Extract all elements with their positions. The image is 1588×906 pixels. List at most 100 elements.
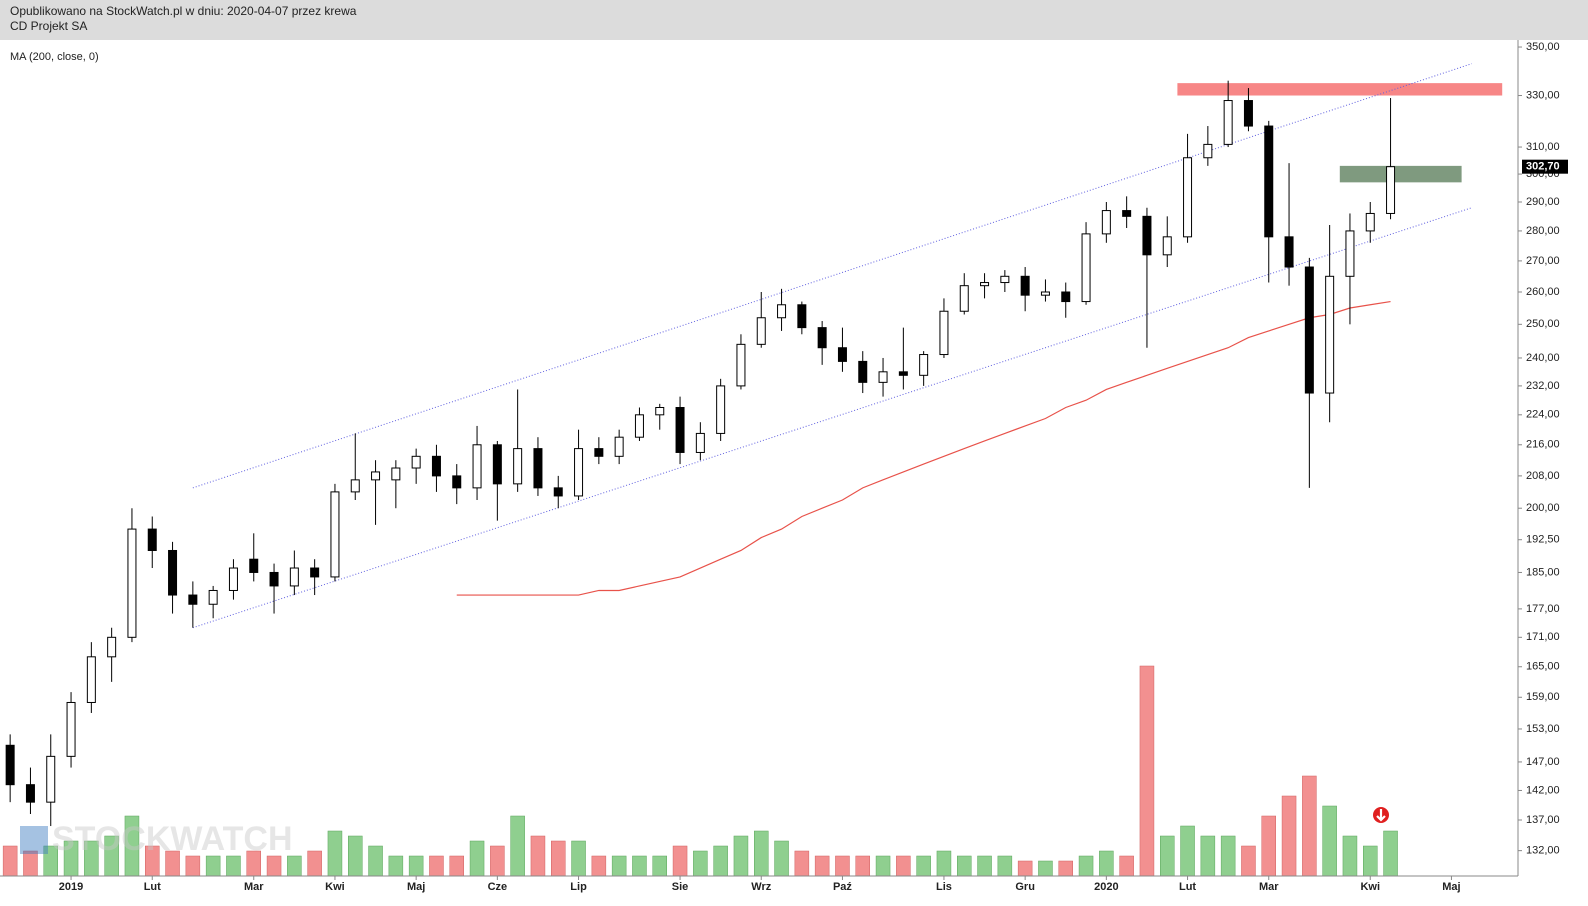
volume-bar [977, 855, 992, 877]
candle-body [553, 487, 563, 497]
candle-body [817, 327, 827, 349]
candle-body [655, 406, 665, 416]
x-tick-label: Kwi [1360, 881, 1380, 893]
candle-body [1162, 236, 1172, 256]
y-tick-label: 260,00 [1526, 286, 1560, 298]
volume-bar [388, 855, 404, 877]
candle-body [1345, 230, 1355, 277]
candle-body [289, 567, 299, 587]
y-tick-label: 290,00 [1526, 196, 1560, 208]
title: CD Projekt SA [10, 19, 87, 33]
watermark-icon [20, 826, 48, 854]
candle-body [939, 310, 949, 356]
y-tick-label: 200,00 [1526, 502, 1560, 514]
x-tick-label: Sie [672, 881, 689, 893]
candle-body [533, 448, 543, 489]
y-tick-label: 216,00 [1526, 439, 1560, 451]
volume-bar [672, 845, 688, 877]
candle-body [391, 467, 401, 481]
y-tick-label: 350,00 [1526, 41, 1560, 53]
volume-bar [408, 855, 424, 877]
volume-bar [530, 835, 546, 877]
candle-body [330, 491, 340, 578]
last-price-box [1522, 159, 1568, 174]
volume-bar [1038, 860, 1053, 877]
watermark: STOCKWATCH [20, 820, 293, 858]
volume-bar [551, 840, 566, 877]
y-tick-label: 137,00 [1526, 814, 1560, 826]
candle-body [452, 475, 462, 489]
candle-body [574, 448, 584, 497]
volume-bar [348, 835, 363, 877]
volume-bar [368, 845, 383, 877]
candle-body [1081, 233, 1091, 303]
candle-body [980, 282, 990, 287]
candle-body [46, 755, 56, 803]
x-tick-label: Paź [833, 881, 852, 893]
y-tick-label: 232,00 [1526, 380, 1560, 392]
candle-body [797, 304, 807, 329]
candle-body [127, 528, 137, 638]
y-tick-label: 224,00 [1526, 409, 1560, 421]
x-tick-label: Kwi [325, 881, 345, 893]
volume-bar [591, 855, 607, 877]
plot [2, 63, 1503, 877]
volume-bar [327, 830, 343, 877]
channel-line [192, 63, 1472, 489]
volume-bar [835, 855, 850, 877]
candle-body [919, 354, 929, 376]
candle-body [513, 448, 523, 485]
volume-bar [1281, 795, 1297, 877]
header-band [0, 0, 1588, 40]
candle-body [472, 444, 482, 489]
candle-body [716, 385, 726, 434]
candle-body [878, 371, 888, 383]
candle-body [269, 571, 279, 587]
volume-bar [1200, 835, 1216, 877]
y-tick-label: 250,00 [1526, 318, 1560, 330]
candle-body [695, 432, 705, 453]
candle-body [1020, 275, 1030, 296]
volume-bar [1180, 825, 1195, 877]
y-tick-label: 270,00 [1526, 255, 1560, 267]
volume-bar [794, 850, 810, 877]
volume-bar [997, 855, 1013, 877]
volume-bar [774, 840, 789, 877]
candle-body [1040, 291, 1050, 296]
candle-body [1365, 212, 1375, 232]
candle-body [310, 567, 320, 578]
volume-bar [287, 855, 302, 877]
candle-body [1284, 236, 1294, 268]
y-tick-label: 310,00 [1526, 141, 1560, 153]
candle-body [208, 589, 218, 605]
candle-body [371, 471, 381, 481]
candle-body [25, 784, 35, 803]
volume-bar [449, 855, 464, 877]
volume-bar [936, 850, 952, 877]
x-tick-label: Lip [570, 881, 587, 893]
candle-body [66, 701, 76, 757]
candle-body [898, 371, 908, 376]
x-tick-label: Maj [407, 881, 425, 893]
last-price-label: 302,70 [1526, 161, 1560, 173]
signal-icon [1373, 807, 1389, 823]
candle-body [1142, 215, 1152, 256]
candle-body [1122, 210, 1132, 217]
volume-bar [896, 855, 911, 877]
x-tick-label: 2019 [59, 881, 83, 893]
y-tick-label: 330,00 [1526, 89, 1560, 101]
y-tick-label: 240,00 [1526, 352, 1560, 364]
candle-body [777, 304, 787, 319]
volume-bar [1139, 665, 1155, 877]
volume-bar [957, 855, 972, 877]
volume-bar [307, 850, 322, 877]
candle-body [1061, 291, 1071, 303]
candle-body [736, 343, 746, 387]
candle-body [1386, 166, 1396, 214]
x-tick-label: Lis [936, 881, 952, 893]
candle-body [147, 528, 157, 551]
volume-bar [469, 840, 485, 877]
y-tick-label: 171,00 [1526, 631, 1560, 643]
y-tick-label: 142,00 [1526, 784, 1560, 796]
candle-body [858, 360, 868, 383]
